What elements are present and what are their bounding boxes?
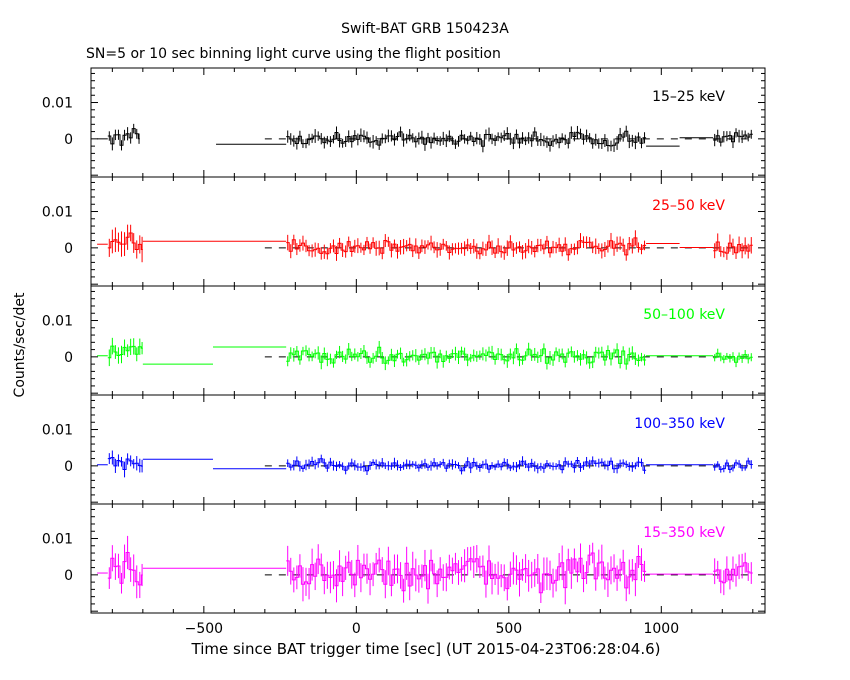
data-series-line [713, 460, 753, 470]
panel-frame [90, 503, 766, 614]
panel-frame [90, 285, 766, 396]
panel-band-label: 25–50 keV [652, 198, 725, 214]
chart-subtitle: SN=5 or 10 sec binning light curve using… [86, 46, 501, 62]
panel-frame [90, 176, 766, 287]
data-series-line [107, 128, 140, 146]
panel-frame [90, 394, 766, 505]
y-tick-label: 0 [64, 132, 73, 148]
y-tick-label: 0.01 [42, 205, 73, 221]
data-series-line [713, 352, 753, 363]
panel-frame [90, 67, 766, 178]
x-tick-label: 500 [495, 621, 522, 637]
data-series-line [286, 130, 647, 147]
data-series-line [286, 237, 647, 256]
panel-band-label: 50–100 keV [643, 307, 725, 323]
x-tick-label: −500 [185, 621, 223, 637]
data-series-line [107, 552, 143, 586]
panel-band-label: 100–350 keV [634, 416, 725, 432]
y-tick-label: 0.01 [42, 96, 73, 112]
chart-title: Swift-BAT GRB 150423A [341, 21, 509, 37]
y-tick-label: 0.01 [42, 314, 73, 330]
y-tick-label: 0 [64, 350, 73, 366]
y-tick-label: 0 [64, 459, 73, 475]
data-series-line [286, 346, 647, 365]
data-series-line [713, 241, 753, 254]
y-tick-label: 0.01 [42, 423, 73, 439]
data-series-line [107, 232, 143, 250]
y-tick-label: 0 [64, 241, 73, 257]
x-tick-label: 1000 [643, 621, 679, 637]
data-series-line [713, 132, 753, 143]
y-tick-label: 0 [64, 568, 73, 584]
data-series-line [286, 458, 647, 472]
data-series-line [286, 552, 647, 594]
data-series-line [713, 562, 753, 584]
x-axis-label: Time since BAT trigger time [sec] (UT 20… [191, 640, 661, 658]
panel-band-label: 15–350 keV [643, 525, 725, 541]
x-tick-label: 0 [352, 621, 361, 637]
panel-band-label: 15–25 keV [652, 89, 725, 105]
data-series-line [107, 345, 143, 359]
y-tick-label: 0.01 [42, 532, 73, 548]
data-series-line [107, 457, 143, 470]
